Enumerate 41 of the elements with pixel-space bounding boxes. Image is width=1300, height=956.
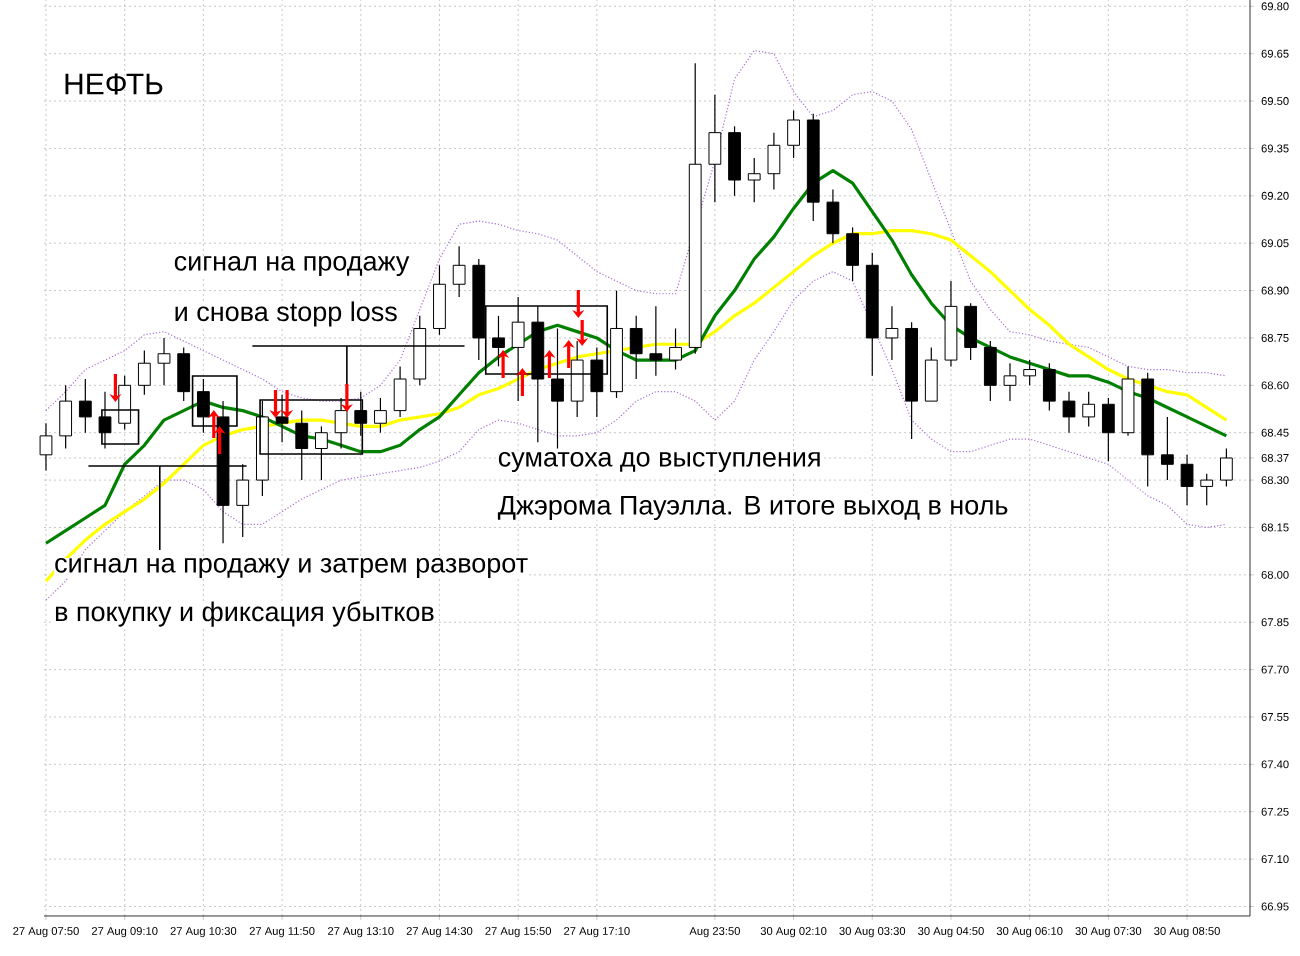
candlestick <box>846 226 859 282</box>
candlestick <box>728 125 741 197</box>
candlestick <box>1200 473 1214 506</box>
candlestick <box>59 384 73 450</box>
annotation: в покупку и фиксация убытков <box>55 601 434 627</box>
candlestick <box>1062 391 1076 434</box>
candlestick <box>374 397 387 434</box>
candlestick <box>1101 397 1115 462</box>
annotation: Джэрома Пауэлла. В итоге выход в ноль <box>497 495 1008 521</box>
candlestick <box>924 346 938 402</box>
candlestick <box>1180 454 1194 506</box>
candlestick <box>669 327 682 371</box>
candlestick <box>137 349 151 396</box>
annotation: суматоха до выступления <box>498 451 820 473</box>
candlestick <box>747 157 761 203</box>
candlestick <box>767 132 781 191</box>
candlestick <box>1023 359 1037 386</box>
candlestick <box>649 305 663 377</box>
candlestick <box>157 337 171 386</box>
candlestick <box>983 340 997 402</box>
candlestick <box>826 188 840 244</box>
candlestick <box>433 264 446 336</box>
candlestick <box>1219 447 1233 488</box>
candlestick <box>393 365 407 418</box>
annotation: и снова stopp loss <box>175 301 397 327</box>
candlestick <box>708 94 722 203</box>
text: НЕФТЬ <box>65 73 163 95</box>
annotation: сигнал на продажу и затрем разворот <box>55 557 528 579</box>
candlestick <box>1042 362 1056 412</box>
candlestick <box>1160 416 1174 481</box>
candlestick <box>492 315 505 367</box>
candlestick <box>885 305 899 361</box>
annotation: сигнал на продажу <box>174 255 410 277</box>
candlestick <box>1003 362 1017 402</box>
candlestick <box>964 302 978 361</box>
candlestick <box>1082 391 1096 427</box>
candlestick <box>787 109 800 159</box>
candlestick <box>39 422 53 472</box>
candlestick <box>629 315 643 380</box>
candlestick <box>452 245 466 298</box>
candlestick <box>78 378 92 434</box>
